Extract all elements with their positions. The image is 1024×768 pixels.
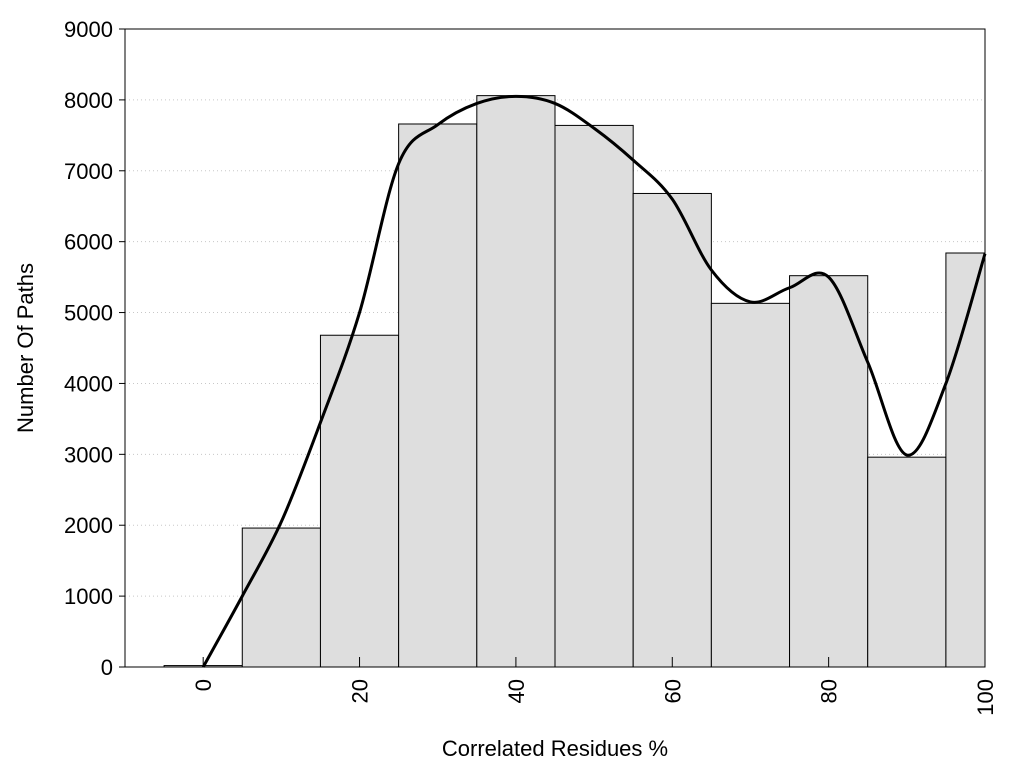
x-tick-label: 0 — [191, 679, 216, 691]
histogram-bar — [476, 95, 556, 668]
y-tick-label: 4000 — [64, 371, 113, 396]
y-axis-label: Number Of Paths — [13, 263, 38, 433]
x-tick-label: 40 — [504, 679, 529, 703]
y-axis-ticks: 0 1000 2000 3000 4000 5000 6000 7000 8000 9000 — [64, 17, 125, 680]
y-tick-label: 7000 — [64, 159, 113, 184]
y-tick-label: 2000 — [64, 513, 113, 538]
histogram-bar — [632, 192, 712, 668]
density-curve — [201, 94, 987, 668]
x-tick-label: 100 — [973, 679, 998, 716]
x-tick-label: 60 — [660, 679, 685, 703]
y-tick-label: 0 — [101, 655, 113, 680]
plot-frame — [124, 28, 986, 668]
y-tick-label: 6000 — [64, 230, 113, 255]
histogram-bar — [945, 252, 986, 668]
y-tick-label: 9000 — [64, 17, 113, 42]
y-tick-label: 8000 — [64, 88, 113, 113]
histogram-bar — [319, 334, 400, 668]
x-axis-label: Correlated Residues % — [442, 736, 668, 761]
y-tick-label: 1000 — [64, 584, 113, 609]
x-tick-label: 80 — [817, 679, 842, 703]
y-tick-label: 5000 — [64, 301, 113, 326]
histogram-bars — [163, 95, 986, 668]
histogram-bar — [554, 124, 634, 668]
histogram-bar — [789, 275, 869, 668]
histogram-bar — [867, 456, 947, 668]
y-tick-label: 3000 — [64, 442, 113, 467]
x-axis-ticks: 0 20 40 60 80 100 — [191, 657, 998, 716]
histogram-bar — [398, 123, 478, 668]
histogram-bar — [710, 302, 791, 668]
histogram-bar — [241, 527, 321, 668]
x-tick-label: 20 — [348, 679, 373, 703]
